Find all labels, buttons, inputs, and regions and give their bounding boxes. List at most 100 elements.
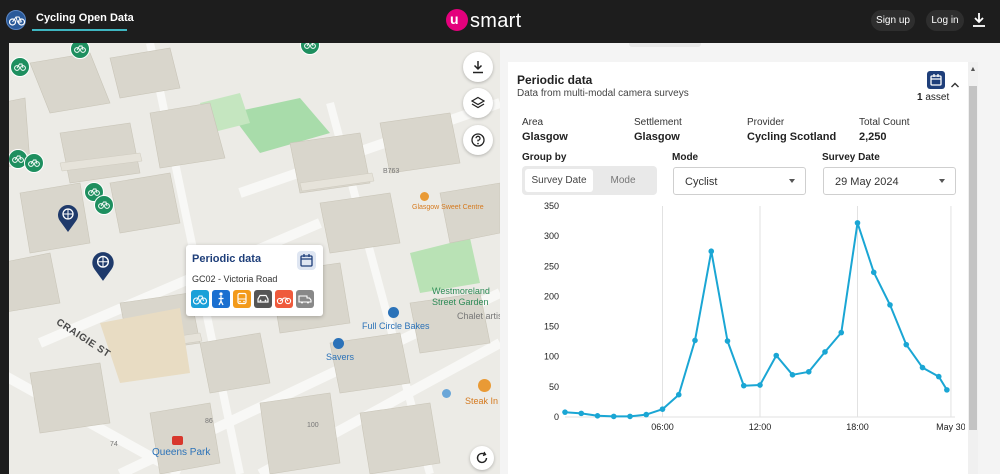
poi-sweet-icon[interactable] [420, 192, 429, 201]
login-button[interactable]: Log in [926, 10, 964, 31]
data-point[interactable] [708, 248, 715, 255]
data-point[interactable] [643, 411, 650, 418]
periodic-data-card [508, 62, 968, 474]
data-point[interactable] [903, 341, 910, 348]
data-point[interactable] [822, 349, 828, 355]
data-point[interactable] [627, 413, 633, 420]
van-icon[interactable] [296, 290, 314, 308]
counts-line-chart[interactable]: 0 50 100 150 200 250 300 350 06:00 12:00 18:00 May … [510, 198, 965, 438]
bicycle-logo-icon[interactable] [6, 10, 26, 30]
scrollbar-thumb[interactable] [969, 86, 977, 430]
poi-street-garden[interactable]: Street Garden [432, 297, 489, 307]
x-tick-label: 06:00 [651, 422, 674, 432]
survey-site-marker[interactable] [56, 203, 80, 233]
poi-restaurant-icon[interactable] [478, 379, 491, 392]
y-tick-label: 0 [554, 412, 559, 422]
meta-value-provider: Cycling Scotland [747, 131, 837, 143]
poi-queens-park[interactable]: Queens Park [152, 447, 211, 458]
data-point[interactable] [675, 391, 682, 398]
app-title[interactable]: Cycling Open Data [36, 12, 134, 24]
meta-value-settlement: Glasgow [634, 131, 680, 143]
poi-bakery-icon[interactable] [388, 307, 399, 318]
y-tick-label: 350 [544, 201, 559, 211]
data-point[interactable] [692, 337, 698, 344]
meta-value-total-count: 2,250 [859, 131, 887, 143]
signup-button[interactable]: Sign up [871, 10, 915, 31]
rotate-icon [476, 451, 488, 464]
poi-westmoreland[interactable]: Westmoreland [432, 286, 490, 296]
data-point[interactable] [773, 352, 780, 359]
x-tick-label: 18:00 [846, 422, 869, 432]
data-point[interactable] [757, 382, 763, 388]
scroll-up-icon[interactable]: ▲ [969, 66, 977, 73]
mode-select[interactable]: Cyclist [673, 167, 806, 195]
cycle-counter-marker[interactable] [70, 43, 90, 59]
data-point[interactable] [659, 406, 666, 412]
group-by-survey-date[interactable]: Survey Date [525, 169, 593, 192]
poi-full-circle-bakes[interactable]: Full Circle Bakes [362, 321, 430, 331]
collapse-chevron-icon[interactable] [950, 81, 960, 92]
road-label: B763 [383, 168, 400, 175]
bicycle-icon[interactable] [191, 290, 209, 308]
x-tick-label: May 30 [936, 422, 965, 432]
cycle-counter-marker[interactable] [24, 153, 44, 173]
calendar-asset-icon[interactable] [927, 71, 945, 89]
data-point[interactable] [870, 269, 877, 276]
meta-label-provider: Provider [747, 117, 785, 128]
data-point[interactable] [578, 410, 585, 417]
download-icon [473, 61, 483, 74]
data-point[interactable] [919, 364, 926, 371]
map-reset-bearing-button[interactable] [470, 446, 494, 470]
cycle-counter-marker[interactable] [300, 43, 320, 55]
data-point[interactable] [854, 220, 861, 226]
data-point[interactable] [887, 302, 893, 308]
survey-site-marker[interactable] [90, 250, 116, 282]
bus-icon[interactable] [233, 290, 251, 308]
dropdown-caret-icon [789, 179, 795, 183]
data-point[interactable] [789, 372, 796, 378]
y-tick-label: 200 [544, 291, 559, 301]
map-view[interactable]: B763 Glasgow Sweet Centre Westmoreland S… [0, 43, 500, 474]
series-line [564, 221, 948, 418]
building-number: 86 [205, 418, 213, 425]
data-point[interactable] [935, 373, 942, 380]
pedestrian-icon[interactable] [212, 290, 230, 308]
active-tab-indicator [32, 29, 127, 31]
calendar-icon[interactable] [297, 251, 316, 270]
poi-glasgow-sweet-centre[interactable]: Glasgow Sweet Centre [412, 204, 484, 211]
survey-date-select[interactable]: 29 May 2024 [823, 167, 956, 195]
map-layers-button[interactable] [463, 88, 493, 118]
motorcycle-icon[interactable] [275, 290, 293, 308]
mode-select-value: Cyclist [685, 176, 718, 188]
card-title: Periodic data [517, 73, 593, 87]
poi-steak-in[interactable]: Steak In [465, 396, 499, 406]
download-icon[interactable] [972, 12, 986, 28]
data-point[interactable] [562, 409, 568, 415]
data-point[interactable] [944, 387, 950, 393]
mode-label: Mode [672, 152, 699, 163]
map-download-button[interactable] [463, 52, 493, 82]
cycle-counter-marker[interactable] [10, 57, 30, 77]
data-point[interactable] [838, 329, 845, 336]
poi-small-icon[interactable] [442, 389, 451, 398]
data-point[interactable] [594, 412, 601, 419]
poi-chalet-artist[interactable]: Chalet artis [457, 311, 500, 321]
train-station-icon[interactable] [172, 436, 183, 445]
card-subtitle: Data from multi-modal camera surveys [517, 88, 689, 99]
meta-label-area: Area [522, 117, 544, 128]
poi-savers[interactable]: Savers [326, 352, 355, 362]
car-icon[interactable] [254, 290, 272, 308]
cycle-counter-marker[interactable] [94, 195, 114, 215]
data-point[interactable] [610, 413, 617, 420]
layers-icon [471, 96, 485, 109]
data-point[interactable] [740, 382, 747, 389]
map-help-button[interactable] [463, 125, 493, 155]
building-number: 74 [110, 441, 118, 448]
data-point[interactable] [724, 338, 731, 344]
data-point[interactable] [805, 368, 812, 375]
asset-count: 1 asset [917, 92, 950, 103]
site-popup[interactable]: Periodic data GC02 - Victoria Road [186, 245, 323, 316]
group-by-mode[interactable]: Mode [610, 175, 636, 186]
poi-shop-icon[interactable] [333, 338, 344, 349]
group-by-toggle: Survey Date Mode [522, 166, 657, 195]
